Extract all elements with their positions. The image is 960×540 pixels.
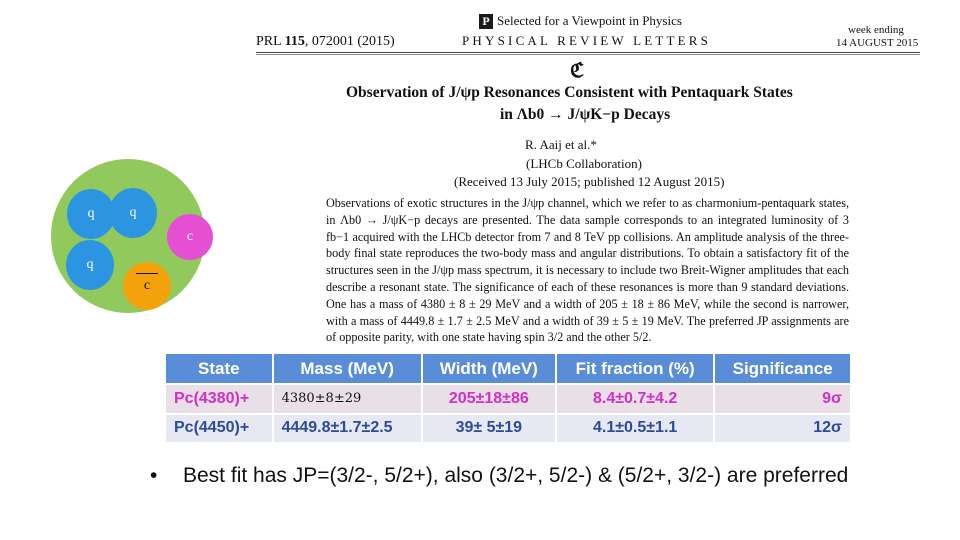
cell-fit-fraction: 8.4±0.7±4.2 xyxy=(555,383,716,414)
header-mass: Mass (MeV) xyxy=(272,354,423,384)
anticharm-quark: c xyxy=(123,262,171,310)
light-quark-3: q xyxy=(66,240,114,290)
paper-title-line1: Observation of J/ψp Resonances Consisten… xyxy=(346,84,793,101)
cell-state: Pc(4380)+ xyxy=(166,383,274,414)
table-row: Pc(4450)+ 4449.8±1.7±2.5 39± 5±19 4.1±0.… xyxy=(166,412,852,442)
light-quark-1-label: q xyxy=(87,206,95,221)
viewpoint-banner: P Selected for a Viewpoint in Physics xyxy=(479,13,682,29)
paper-abstract: Observations of exotic structures in the… xyxy=(326,196,849,345)
ref-prefix: PRL xyxy=(256,34,285,49)
header-fit-fraction: Fit fraction (%) xyxy=(555,354,716,384)
issue-date: 14 AUGUST 2015 xyxy=(836,37,919,49)
cell-width: 205±18±86 xyxy=(421,383,557,414)
cell-significance: 9σ xyxy=(714,383,852,414)
week-label: week ending xyxy=(848,24,904,36)
charm-quark: c xyxy=(167,214,213,260)
header-rule-thin xyxy=(256,54,920,55)
cell-significance: 12σ xyxy=(714,412,852,442)
paper-title-line2: in Λb0 → J/ψK−p Decays xyxy=(500,106,671,123)
light-quark-2: q xyxy=(109,188,157,238)
charm-quark-label: c xyxy=(186,229,194,244)
paper-collaboration: (LHCb Collaboration) xyxy=(526,156,642,171)
header-state: State xyxy=(166,354,274,384)
cell-mass: 4380±8±29 xyxy=(272,383,423,414)
ref-suffix: , 072001 (2015) xyxy=(304,34,395,49)
anticharm-quark-label: c xyxy=(143,278,151,293)
bullet-marker: • xyxy=(150,464,158,487)
cell-fit-fraction: 4.1±0.5±1.1 xyxy=(555,412,716,442)
header-rule xyxy=(256,52,920,53)
light-quark-3-label: q xyxy=(86,257,94,272)
table-row: Pc(4380)+ 4380±8±29 205±18±86 8.4±0.7±4.… xyxy=(166,383,852,414)
journal-reference: PRL 115, 072001 (2015) xyxy=(256,34,395,50)
table-header-row: State Mass (MeV) Width (MeV) Fit fractio… xyxy=(166,354,852,384)
light-quark-2-label: q xyxy=(129,205,137,220)
ref-volume: 115 xyxy=(284,34,305,49)
antiquark-bar xyxy=(136,273,158,274)
fraktur-symbol-icon: ℭ xyxy=(570,60,585,82)
results-table: State Mass (MeV) Width (MeV) Fit fractio… xyxy=(166,354,852,442)
physics-logo-icon: P xyxy=(479,13,493,29)
cell-mass: 4449.8±1.7±2.5 xyxy=(272,412,423,442)
viewpoint-text: Selected for a Viewpoint in Physics xyxy=(497,13,682,28)
bullet-point: • Best fit has JP=(3/2-, 5/2+), also (3/… xyxy=(150,462,850,490)
light-quark-1: q xyxy=(67,189,115,239)
cell-width: 39± 5±19 xyxy=(421,412,557,442)
journal-name: PHYSICAL REVIEW LETTERS xyxy=(462,33,712,48)
header-width: Width (MeV) xyxy=(421,354,557,384)
paper-author: R. Aaij et al.* xyxy=(525,137,597,152)
paper-received-date: (Received 13 July 2015; published 12 Aug… xyxy=(454,174,725,189)
header-significance: Significance xyxy=(714,354,852,384)
cell-state: Pc(4450)+ xyxy=(166,412,274,442)
bullet-text: Best fit has JP=(3/2-, 5/2+), also (3/2+… xyxy=(183,464,849,487)
